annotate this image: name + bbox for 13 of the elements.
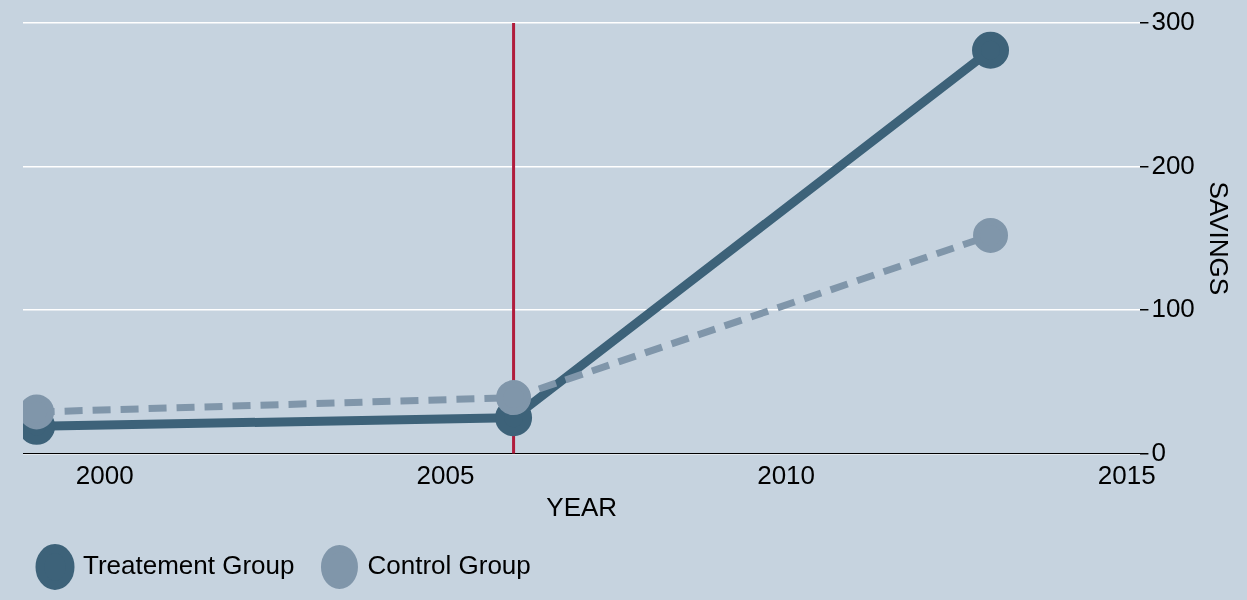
y-tick-label: 100 bbox=[1151, 293, 1195, 324]
point bbox=[496, 380, 532, 416]
x-tick-label: 2000 bbox=[75, 460, 134, 491]
legend-label: Control Group bbox=[367, 550, 531, 581]
point bbox=[973, 217, 1009, 253]
x-tick-label: 2010 bbox=[757, 460, 816, 491]
point bbox=[972, 31, 1010, 69]
y-tick-label: 300 bbox=[1151, 6, 1195, 37]
y-axis-title: SAVINGS bbox=[1204, 181, 1235, 296]
y-tick-label: 200 bbox=[1151, 149, 1195, 180]
x-axis-title: YEAR bbox=[546, 491, 618, 522]
x-tick-label: 2005 bbox=[416, 460, 475, 491]
legend-label: Treatement Group bbox=[83, 550, 295, 581]
